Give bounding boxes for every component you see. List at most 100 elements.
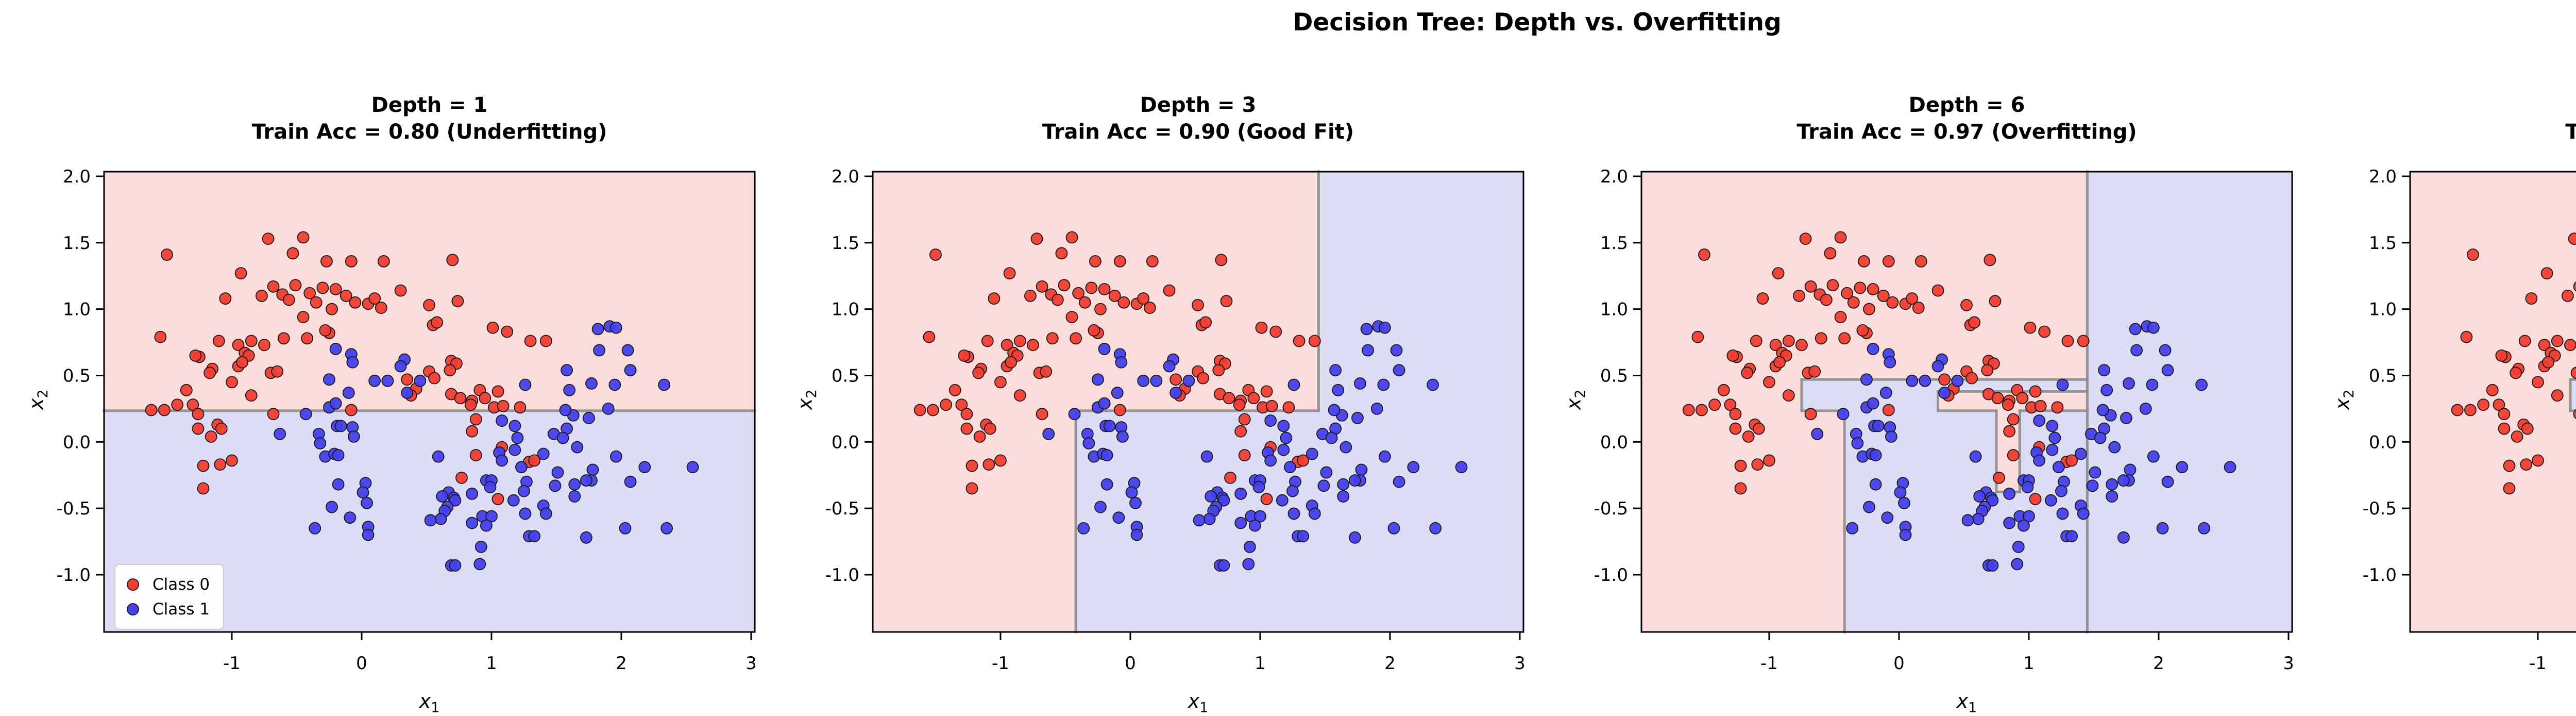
panel-3-scatter-point-class1: [1973, 490, 1986, 503]
panel-3-scatter-point-class1: [2056, 507, 2069, 520]
panel-3-scatter-point-class1: [2106, 490, 2119, 503]
panel-3-scatter-point-class1: [2147, 450, 2160, 463]
panel-1-scatter-point-class0: [204, 367, 216, 379]
panel-1-scatter-point-class1: [381, 374, 394, 387]
panel-2-scatter-point-class1: [1205, 490, 1217, 503]
panel-1-y-tick-label: 1.0: [63, 299, 91, 320]
panel-2-scatter-point-class1: [1286, 485, 1299, 497]
panel-2-scatter-point-class1: [1407, 461, 1420, 474]
class0-marker-icon: [127, 578, 139, 591]
panel-3-scatter-point-class0: [1756, 292, 1769, 305]
panel-4-scatter-point-class0: [2511, 430, 2523, 443]
panel-2-scatter-point-class0: [1088, 324, 1100, 337]
panel-2-scatter-point-class1: [1429, 522, 1442, 535]
panel-1-scatter-point-class1: [329, 343, 342, 355]
panel-3-scatter-point-class1: [1931, 360, 1944, 373]
panel-3-region-class0: [1844, 172, 2088, 380]
panel-2-scatter-point-class0: [1163, 284, 1176, 297]
panel-3-y-tick-label: 0.0: [1600, 432, 1628, 453]
panel-1-scatter-point-class0: [236, 356, 249, 369]
panel-4-scatter-point-class0: [2503, 459, 2516, 472]
panel-1-scatter-point-class1: [658, 378, 671, 391]
panel-3-scatter-point-class1: [1846, 522, 1859, 535]
panel-3-scatter-point-class1: [2074, 447, 2087, 460]
panel-3-scatter-point-class0: [1856, 324, 1869, 337]
panel-1-scatter-point-class0: [234, 267, 247, 279]
panel-3-y-tick-label: 1.0: [1600, 299, 1628, 320]
panel-1-scatter-point-class1: [602, 402, 615, 415]
panel-2-scatter-point-class1: [1284, 461, 1296, 474]
panel-4-scatter-point-class0: [2573, 281, 2576, 292]
panel-1-scatter-point-class1: [609, 450, 622, 463]
panel-3-scatter-point-class0: [1938, 373, 1951, 386]
panel-2-scatter-point-class0: [1146, 255, 1159, 268]
panel-2-scatter-point-class0: [965, 482, 978, 495]
panel-2-scatter-point-class0: [1065, 311, 1078, 324]
panel-3-scatter-point-class0: [1858, 255, 1870, 268]
panel-1-scatter-point-class1: [563, 384, 576, 396]
panel-2-scatter-point-class0: [1003, 267, 1016, 279]
panel-3-xaxis-label: x1: [1956, 690, 1977, 716]
panel-2-scatter-point-class1: [1243, 540, 1256, 553]
panel-2-xaxis-label: x1: [1188, 690, 1209, 716]
panel-3-scatter-point-class0: [1698, 248, 1710, 261]
panel-1-scatter-point-class1: [332, 449, 345, 461]
panel-2-y-tick-label: 0.5: [832, 365, 859, 386]
panel-2-scatter-point-class1: [1129, 496, 1142, 509]
panel-1-scatter-point-class0: [282, 293, 295, 306]
panel-3-scatter-point-class1: [1860, 373, 1873, 386]
panel-2-scatter-point-class1: [1254, 510, 1266, 523]
panel-3-scatter-point-class0: [1882, 255, 1895, 268]
panel-4-scatter-point-class0: [2538, 339, 2551, 352]
panel-1-scatter-point-class1: [484, 481, 497, 493]
panel-3-scatter-point-class1: [1951, 374, 1964, 387]
panel-1-scatter-point-class1: [414, 374, 427, 387]
panel-2-scatter-point-class0: [1255, 321, 1268, 334]
panel-4-region-class0: [2570, 172, 2576, 380]
panel-3-scatter-point-class0: [1931, 284, 1944, 297]
panel-3-scatter-point-class0: [1729, 422, 1742, 435]
panel-3-scatter-point-class1: [1872, 420, 1885, 432]
panel-2-scatter-point-class1: [1329, 364, 1342, 377]
panel-2-scatter-point-class0: [960, 408, 973, 421]
panel-2-scatter-point-class1: [1098, 343, 1111, 355]
panel-3-scatter-point-class0: [1991, 392, 2004, 405]
panel-3-scatter-point-class0: [1793, 289, 1805, 302]
panel-1-scatter-point-class0: [301, 332, 314, 345]
panel-1-scatter-point-class0: [492, 385, 504, 398]
panel-3-scatter-point-class1: [2077, 507, 2090, 520]
panel-2-scatter-point-class0: [1247, 392, 1260, 405]
panel-1-scatter-point-class0: [539, 335, 552, 347]
panel-1-scatter-point-class0: [232, 339, 245, 352]
panel-1-scatter-point-class0: [316, 281, 329, 294]
panel-3-scatter-point-class1: [2106, 478, 2119, 491]
panel-1-scatter-point-class0: [277, 332, 290, 345]
panel-2-scatter-point-class1: [1248, 519, 1261, 532]
panel-1-scatter-point-class0: [267, 280, 280, 293]
panel-3-y-tick-label: -1.0: [1594, 565, 1628, 586]
panel-2-scatter-point-class1: [1337, 478, 1350, 491]
panel-2-scatter-point-class1: [1217, 559, 1230, 572]
panel-3-x-tick-label: -1: [1760, 653, 1778, 674]
panel-3-region-class0: [1801, 410, 1845, 632]
panel-4-frame: [2409, 171, 2576, 633]
panel-2-scatter-point-class1: [1170, 387, 1182, 399]
panel-3-scatter-point-class1: [1884, 356, 1896, 369]
panel-2-scatter-point-class1: [1182, 374, 1195, 387]
panel-1-scatter-point-class0: [454, 392, 467, 405]
panel-3-scatter-point-class0: [1795, 339, 1808, 352]
panel-3-scatter-point-class1: [2086, 479, 2099, 492]
panel-1-scatter-point-class0: [479, 392, 492, 405]
panel-1-scatter-point-class1: [556, 431, 569, 444]
panel-3-region-class0: [1641, 172, 1802, 632]
panel-1-scatter-point-class1: [509, 443, 521, 456]
panel-2-scatter-point-class1: [1111, 387, 1124, 399]
panel-4-scatter-point-class0: [2532, 376, 2544, 389]
panel-3-scatter-point-class0: [1981, 364, 1994, 377]
panel-1-yaxis-label: x2: [25, 389, 52, 410]
panel-3-y-tick-label: -0.5: [1594, 498, 1628, 519]
panel-1-scatter-point-class0: [197, 482, 210, 495]
panel-1-scatter-point-class0: [205, 430, 217, 443]
panel-2-scatter-point-class0: [1085, 281, 1098, 294]
panel-2-scatter-point-class0: [973, 430, 986, 443]
